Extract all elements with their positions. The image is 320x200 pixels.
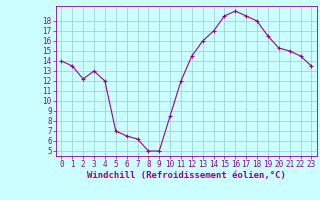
X-axis label: Windchill (Refroidissement éolien,°C): Windchill (Refroidissement éolien,°C) [87, 171, 286, 180]
